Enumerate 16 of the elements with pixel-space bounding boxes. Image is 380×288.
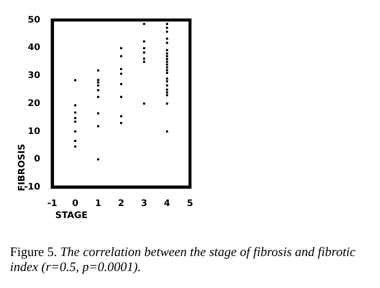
y-tick-label: 10	[28, 126, 40, 137]
y-tick-label: 30	[28, 71, 40, 82]
x-tick-label: 3	[140, 198, 148, 209]
x-tick-label: -1	[47, 198, 58, 209]
y-tick-label: 20	[28, 98, 40, 109]
x-tick-label: 2	[118, 198, 124, 209]
y-tick-label: 0	[34, 154, 40, 165]
x-tick-label: 4	[164, 198, 170, 209]
caption: Figure 5. The correlation between the stage of fibrosis and fibrotic index (r=0.5, p=0.0001).	[10, 244, 356, 274]
y-tick-label: 40	[28, 43, 40, 54]
x-tick-label: 0	[72, 198, 78, 209]
y-tick-label: 50	[28, 15, 40, 26]
x-tick-label: 5	[186, 198, 194, 209]
y-tick-label: -10	[24, 182, 40, 193]
x-axis-title: STAGE	[55, 211, 88, 222]
x-tick-label: 1	[95, 198, 102, 209]
